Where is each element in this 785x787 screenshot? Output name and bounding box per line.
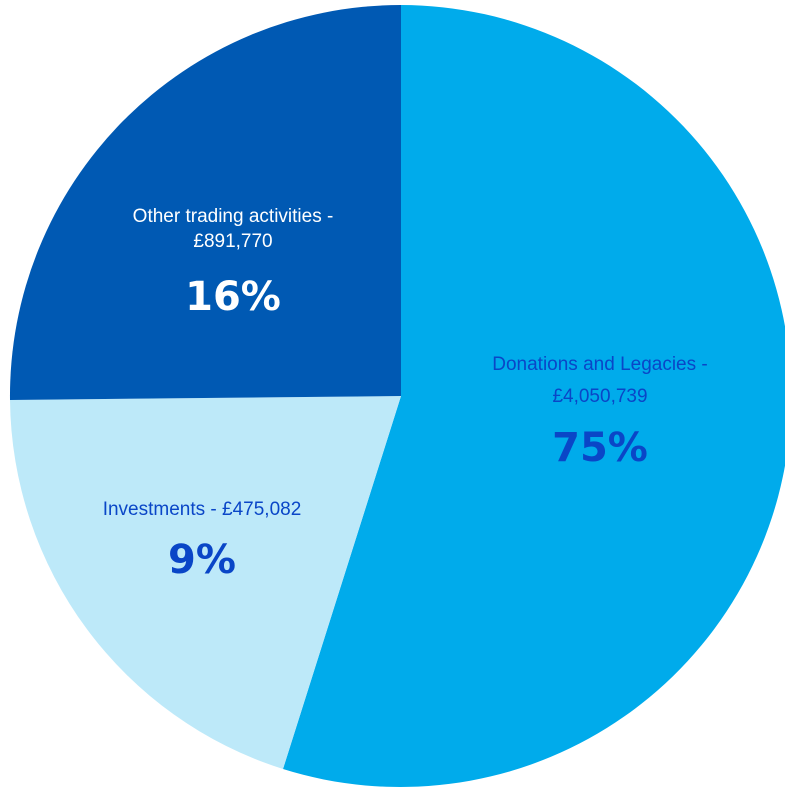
slice-donations-and-legacies bbox=[283, 5, 785, 787]
label-donations-and-legacies-amount: £4,050,739 bbox=[552, 386, 647, 407]
label-other-trading-activities-amount: £891,770 bbox=[193, 231, 272, 252]
label-investments-name: Investments - £475,082 bbox=[103, 499, 302, 520]
slice-investments bbox=[10, 396, 401, 769]
label-other-trading-activities-name: Other trading activities - bbox=[133, 206, 334, 227]
label-investments-percent: 9% bbox=[168, 537, 236, 583]
label-donations-and-legacies-name: Donations and Legacies - bbox=[492, 354, 707, 375]
label-donations-and-legacies-percent: 75% bbox=[552, 425, 648, 471]
label-other-trading-activities-percent: 16% bbox=[185, 274, 281, 320]
slice-other-trading-activities bbox=[9, 4, 401, 400]
